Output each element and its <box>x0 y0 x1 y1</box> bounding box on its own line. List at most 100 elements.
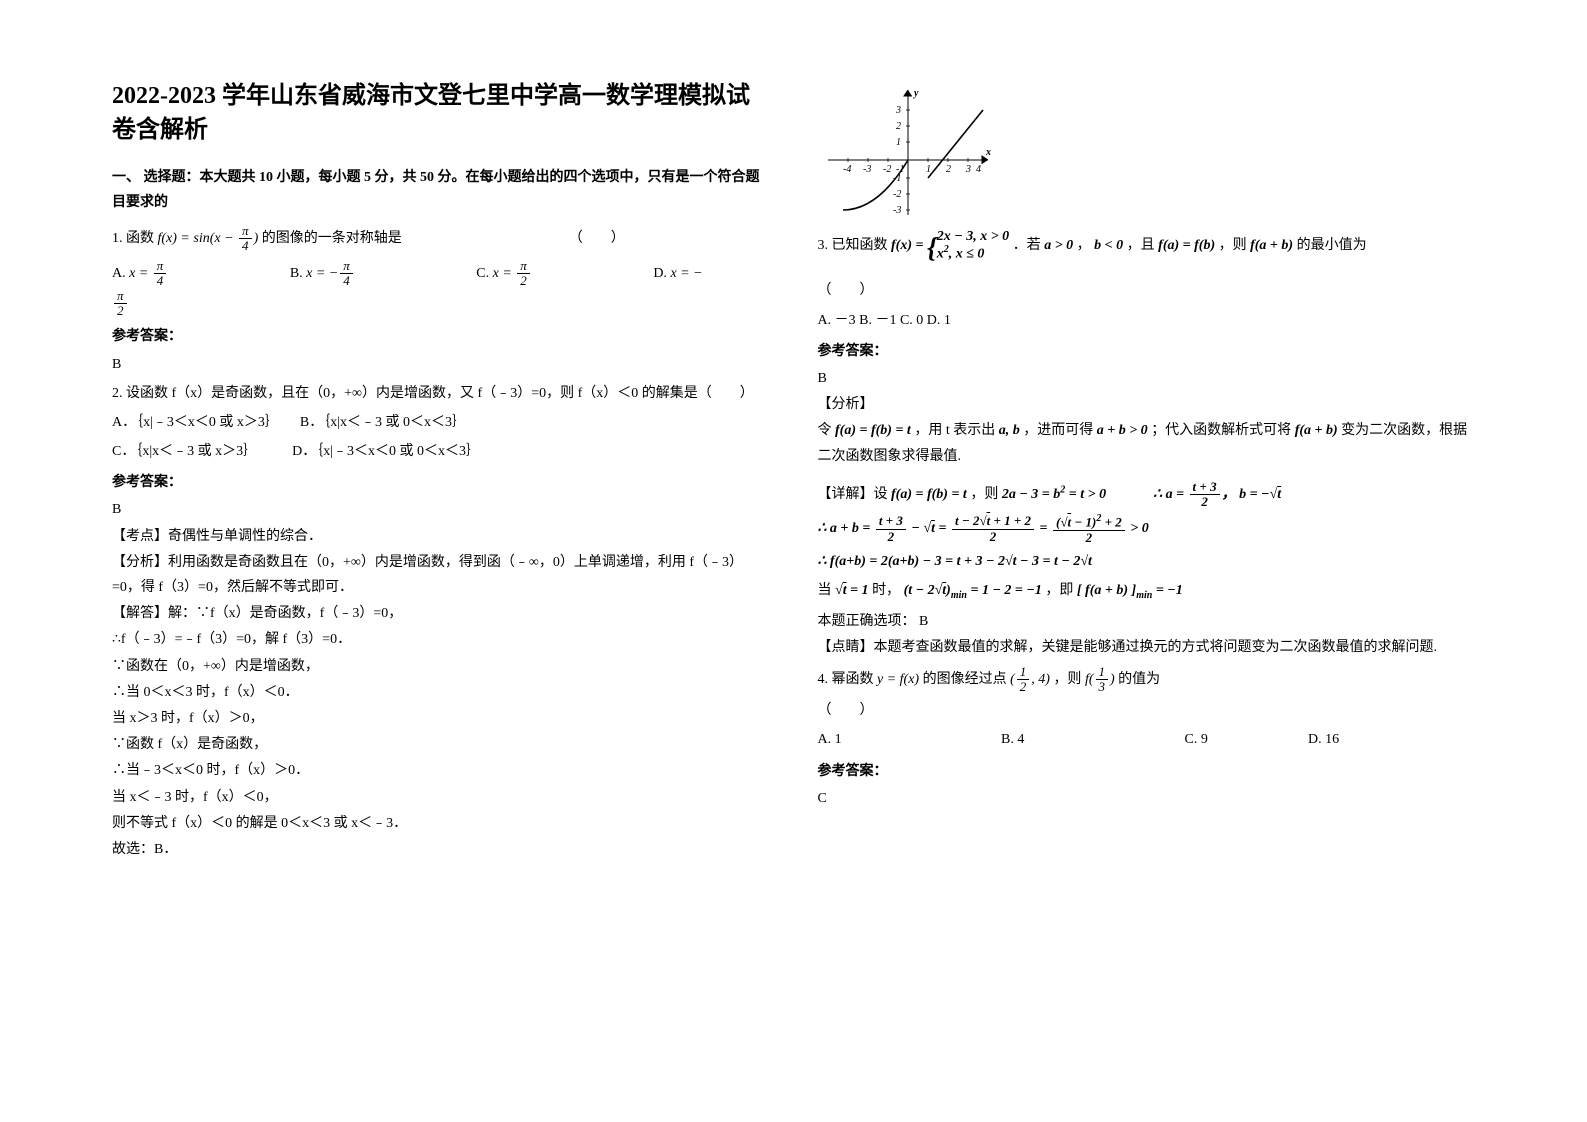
q3-fx-a: 令 <box>818 423 832 438</box>
q4-func: y = f(x) <box>877 672 919 687</box>
q3-line-ab: ∴ a + b = t + 32 − √t = t − 2√t + 1 + 22… <box>818 513 1476 545</box>
q3-fa-fb: f(a) = f(b) <box>1158 238 1215 253</box>
q1-suffix: 的图像的一条对称轴是 <box>262 231 402 246</box>
q3-when-fab: [ f(a + b) ]min = −1 <box>1077 583 1183 598</box>
q4-answer: C <box>818 786 1476 811</box>
q3-answer: B <box>818 366 1476 391</box>
q3-cond-a: a > 0 <box>1044 238 1073 253</box>
q3-graph: -4-3-2-1 1234 123 -1-2-3 x y <box>818 80 998 220</box>
q2-l6: ∴当﹣3＜x＜0 时，f（x）＞0． <box>112 758 770 783</box>
q3-xj-eq2: 2a − 3 = b2 = t > 0 <box>1002 487 1106 502</box>
q4-optB: B. 4 <box>1001 727 1181 752</box>
svg-text:2: 2 <box>946 164 951 175</box>
q3-mid4: ，则 <box>1219 238 1247 253</box>
q3-xj-eq1: f(a) = f(b) = t <box>891 487 967 502</box>
q3-options: A. －3 B. －1 C. 0 D. 1 <box>818 308 1476 333</box>
q3-xj-mid1: ，则 <box>970 487 998 502</box>
svg-text:-1: -1 <box>893 173 901 184</box>
q3-when-pre: 当 <box>818 583 832 598</box>
q3-fx-d: ；代入函数解析式可将 <box>1151 423 1291 438</box>
q3-fab: f(a + b) <box>1250 238 1293 253</box>
page-title: 2022-2023 学年山东省威海市文登七里中学高一数学理模拟试卷含解析 <box>112 80 770 147</box>
q2-l3: ∴当 0＜x＜3 时，f（x）＜0． <box>112 680 770 705</box>
q1-options: A. x = π4 B. x = −π4 C. x = π2 D. x = −π… <box>112 259 770 318</box>
q2-l9: 故选：B． <box>112 837 770 862</box>
q2-optD: D．｛x|﹣3＜x＜0 或 0＜x＜3｝ <box>292 444 480 459</box>
q3-dianjing: 【点睛】本题考查函数最值的求解，关键是能够通过换元的方式将问题变为二次函数最值的… <box>818 635 1476 660</box>
q3-fenxi-body: 令 f(a) = f(b) = t ，用 t 表示出 a, b ，进而可得 a … <box>818 418 1476 468</box>
q4-prefix: 4. 幂函数 <box>818 672 874 687</box>
q1-prefix: 1. 函数 <box>112 231 154 246</box>
svg-text:-2: -2 <box>893 189 901 200</box>
q2-opts-row2: C．｛x|x＜﹣3 或 x＞3｝ D．｛x|﹣3＜x＜0 或 0＜x＜3｝ <box>112 439 770 464</box>
svg-text:2: 2 <box>896 121 901 132</box>
q4-stem: 4. 幂函数 y = f(x) 的图像经过点 (12, 4) ，则 f(13) … <box>818 665 1476 695</box>
q3-cond-b: b < 0 <box>1094 238 1123 253</box>
q2-optB: B．｛x|x＜﹣3 或 0＜x＜3｝ <box>300 415 466 430</box>
q3-xj-1: 【详解】设 f(a) = f(b) = t ，则 2a − 3 = b2 = t… <box>818 480 1476 510</box>
q2-fenxi: 【分析】利用函数是奇函数且在（0，+∞）内是增函数，得到函（﹣∞，0）上单调递增… <box>112 550 770 600</box>
q2-l8: 则不等式 f（x）＜0 的解是 0＜x＜3 或 x＜﹣3． <box>112 811 770 836</box>
q3-concl: 本题正确选项： B <box>818 609 1476 634</box>
q4-fval: f(13) <box>1085 672 1115 687</box>
q3-answer-label: 参考答案： <box>818 339 1476 364</box>
svg-text:-3: -3 <box>863 164 871 175</box>
q4-mid2: ，则 <box>1053 672 1081 687</box>
q4-paren: （ ） <box>818 698 1476 723</box>
q2-optA: A．｛x|﹣3＜x＜0 或 x＞3｝ <box>112 415 279 430</box>
q1-answer: B <box>112 352 770 377</box>
svg-text:1: 1 <box>926 164 931 175</box>
q2-l1: ∴f（﹣3）=﹣f（3）=0，解 f（3）=0． <box>112 627 770 652</box>
q3-fx-abpos: a + b > 0 <box>1097 423 1148 438</box>
q3-mid1: ．若 <box>1013 238 1041 253</box>
q3-fx-c: ，进而可得 <box>1023 423 1093 438</box>
q2-stem: 2. 设函数 f（x）是奇函数，且在（0，+∞）内是增函数，又 f（﹣3）=0，… <box>112 381 770 406</box>
q3-fx-fab2: f(a + b) <box>1295 423 1338 438</box>
q3-mid5: 的最小值为 <box>1297 238 1367 253</box>
q4-mid1: 的图像经过点 <box>923 672 1007 687</box>
svg-text:-4: -4 <box>843 164 851 175</box>
q3-fenxi-h: 【分析】 <box>818 392 1476 417</box>
q3-when-ie: ，即 <box>1045 583 1073 598</box>
q4-point: (12, 4) <box>1010 672 1050 687</box>
q3-fx-eq: f(a) = f(b) = t <box>835 423 911 438</box>
q2-l4: 当 x＞3 时，f（x）＞0， <box>112 706 770 731</box>
q3-mid3: ，且 <box>1127 238 1155 253</box>
svg-text:3: 3 <box>965 164 971 175</box>
q3-when-res: (t − 2√t)min = 1 − 2 = −1 <box>904 583 1042 598</box>
q3-piecewise: f(x) = {2x − 3, x > 0x2, x ≤ 0 <box>891 238 1009 253</box>
q3-line-min: 当 √t = 1 时， (t − 2√t)min = 1 − 2 = −1 ，即… <box>818 578 1476 605</box>
q1-optC: C. x = π2 <box>476 266 620 281</box>
q2-l7: 当 x＜﹣3 时，f（x）＜0， <box>112 785 770 810</box>
svg-text:4: 4 <box>976 164 981 175</box>
svg-text:y: y <box>913 88 919 99</box>
q3-xj-pre: 【详解】设 <box>818 487 888 502</box>
q3-stem: 3. 已知函数 f(x) = {2x − 3, x > 0x2, x ≤ 0 ．… <box>818 224 1476 274</box>
q3-fx-b: ，用 t 表示出 <box>914 423 995 438</box>
q4-mid3: 的值为 <box>1118 672 1160 687</box>
q4-options: A. 1 B. 4 C. 9 D. 16 <box>818 727 1476 752</box>
q1-paren: （ ） <box>569 231 625 246</box>
q2-kaodian: 【考点】奇偶性与单调性的综合． <box>112 524 770 549</box>
q2-jieda-h: 【解答】解：∵f（x）是奇函数，f（﹣3）=0， <box>112 601 770 626</box>
q1-answer-label: 参考答案： <box>112 324 770 349</box>
q4-optC: C. 9 <box>1185 727 1305 752</box>
q2-optC: C．｛x|x＜﹣3 或 x＞3｝ <box>112 444 257 459</box>
q4-optD: D. 16 <box>1308 732 1339 747</box>
q2-opts-row1: A．｛x|﹣3＜x＜0 或 x＞3｝ B．｛x|x＜﹣3 或 0＜x＜3｝ <box>112 410 770 435</box>
q1-optA: A. x = π4 <box>112 266 256 281</box>
q4-answer-label: 参考答案： <box>818 759 1476 784</box>
q3-fx-ab: a, b <box>999 423 1020 438</box>
q1-stem: 1. 函数 f(x) = sin(x − π4) 的图像的一条对称轴是 （ ） <box>112 224 770 254</box>
q3-xj-right: ∴ a = t + 32， b = −√t <box>1153 487 1281 502</box>
q2-l5: ∵函数 f（x）是奇函数， <box>112 732 770 757</box>
q3-when-mid: 时， <box>872 583 900 598</box>
svg-text:1: 1 <box>896 137 901 148</box>
q1-func: f(x) = sin(x − π4) <box>158 231 259 246</box>
q1-optB: B. x = −π4 <box>290 266 443 281</box>
q3-mid2: ， <box>1077 238 1091 253</box>
svg-text:-2: -2 <box>883 164 891 175</box>
q2-answer-label: 参考答案： <box>112 470 770 495</box>
svg-text:-3: -3 <box>893 205 901 216</box>
q3-when-eq: √t = 1 <box>835 583 869 598</box>
